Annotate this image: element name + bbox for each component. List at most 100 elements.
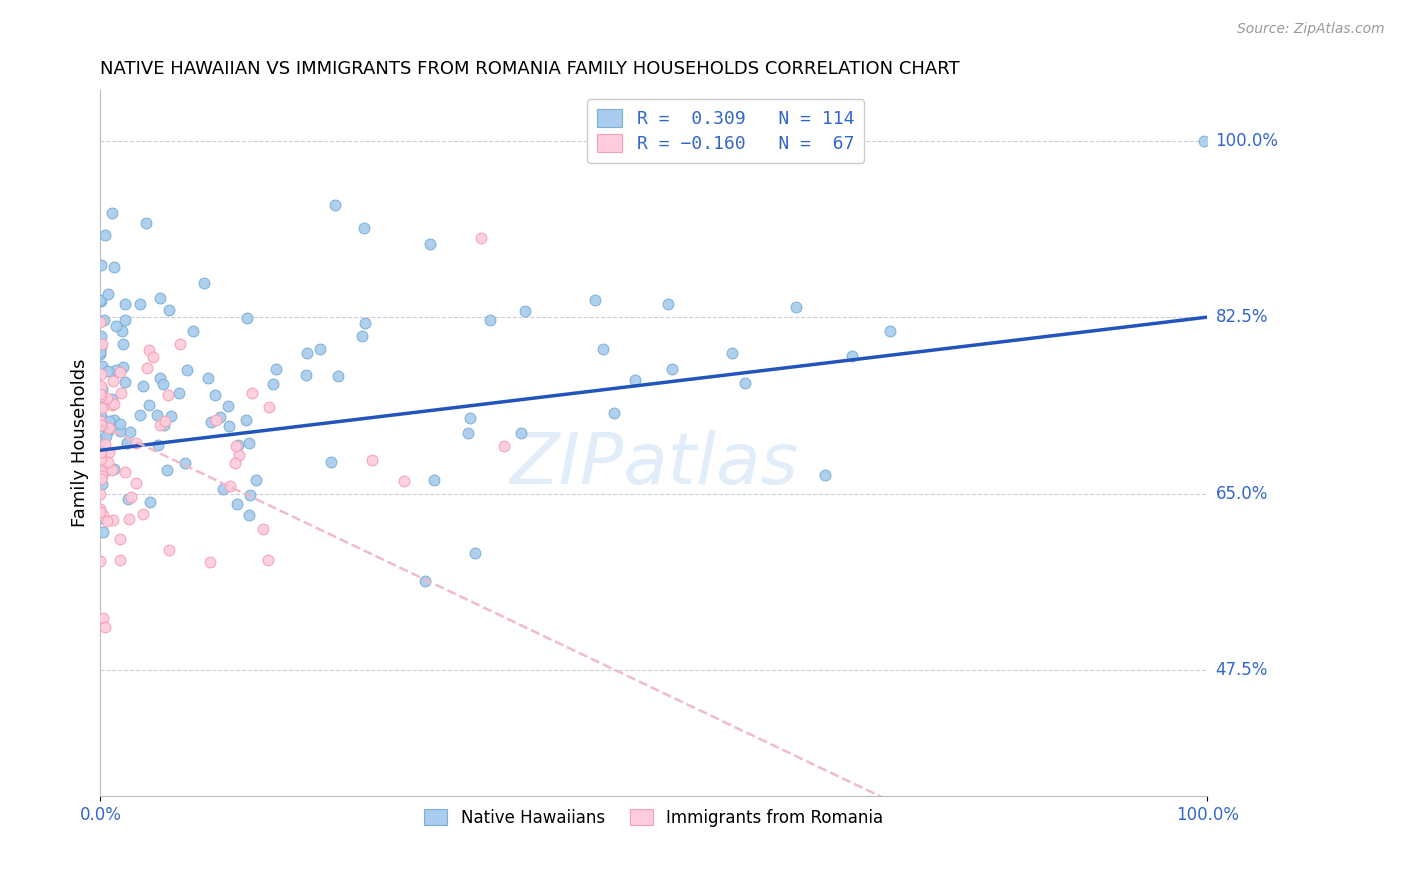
Point xyxy=(785,300,807,314)
Point xyxy=(89,502,111,516)
Point xyxy=(152,376,174,391)
Point xyxy=(94,437,117,451)
Point xyxy=(157,542,180,557)
Point xyxy=(583,293,606,307)
Point xyxy=(96,463,118,477)
Point xyxy=(90,258,112,272)
Point xyxy=(90,409,112,424)
Point xyxy=(90,401,112,415)
Point xyxy=(108,532,131,546)
Point xyxy=(225,497,247,511)
Point xyxy=(89,467,111,482)
Point xyxy=(224,456,246,470)
Point xyxy=(110,365,132,379)
Point xyxy=(90,468,112,483)
Point xyxy=(118,511,141,525)
Point xyxy=(115,435,138,450)
Point xyxy=(328,369,350,384)
Point xyxy=(423,473,446,487)
Text: ZIPatlas: ZIPatlas xyxy=(509,430,799,499)
Point xyxy=(97,364,120,378)
Point xyxy=(96,391,118,405)
Point xyxy=(89,417,111,432)
Point xyxy=(262,376,284,391)
Point xyxy=(114,297,136,311)
Point xyxy=(156,463,179,477)
Point xyxy=(132,378,155,392)
Point xyxy=(90,329,112,343)
Point xyxy=(89,346,111,360)
Point xyxy=(623,373,645,387)
Point xyxy=(235,413,257,427)
Point xyxy=(120,425,142,439)
Point xyxy=(219,479,242,493)
Point xyxy=(89,386,111,401)
Text: 65.0%: 65.0% xyxy=(1216,484,1268,502)
Point xyxy=(509,425,531,440)
Point xyxy=(197,371,219,385)
Point xyxy=(100,392,122,407)
Point xyxy=(135,216,157,230)
Point xyxy=(135,361,157,376)
Point xyxy=(101,398,124,412)
Point xyxy=(129,408,152,422)
Point xyxy=(169,336,191,351)
Point xyxy=(661,362,683,376)
Point xyxy=(90,450,112,464)
Point xyxy=(89,554,111,568)
Point xyxy=(94,429,117,443)
Legend: Native Hawaiians, Immigrants from Romania: Native Hawaiians, Immigrants from Romani… xyxy=(418,802,890,834)
Point xyxy=(97,414,120,428)
Point xyxy=(114,313,136,327)
Point xyxy=(90,413,112,427)
Point xyxy=(98,445,121,459)
Point xyxy=(103,375,125,389)
Point xyxy=(131,507,153,521)
Point xyxy=(238,508,260,523)
Point xyxy=(104,363,127,377)
Point xyxy=(319,455,342,469)
Point xyxy=(212,482,235,496)
Point xyxy=(93,395,115,409)
Point xyxy=(91,611,114,625)
Point xyxy=(90,417,112,432)
Point xyxy=(93,312,115,326)
Point xyxy=(89,345,111,359)
Point xyxy=(176,362,198,376)
Point xyxy=(205,413,228,427)
Point xyxy=(157,302,180,317)
Point xyxy=(101,206,124,220)
Point xyxy=(160,409,183,423)
Point xyxy=(361,453,384,467)
Point xyxy=(413,574,436,588)
Point xyxy=(149,370,172,384)
Point xyxy=(181,324,204,338)
Point xyxy=(354,316,377,330)
Point xyxy=(93,228,115,243)
Point xyxy=(89,315,111,329)
Point xyxy=(240,385,263,400)
Point xyxy=(228,449,250,463)
Point xyxy=(167,385,190,400)
Point xyxy=(114,465,136,479)
Point xyxy=(103,513,125,527)
Text: 100.0%: 100.0% xyxy=(1216,132,1278,150)
Point xyxy=(125,475,148,490)
Point xyxy=(879,324,901,338)
Point xyxy=(239,488,262,502)
Point xyxy=(470,230,492,244)
Point xyxy=(350,329,373,343)
Point xyxy=(91,508,114,523)
Point xyxy=(153,417,176,432)
Text: 47.5%: 47.5% xyxy=(1216,661,1268,679)
Point xyxy=(112,336,135,351)
Point xyxy=(419,236,441,251)
Point xyxy=(457,426,479,441)
Text: 82.5%: 82.5% xyxy=(1216,308,1268,326)
Point xyxy=(105,318,128,333)
Point xyxy=(111,324,134,338)
Point xyxy=(117,491,139,506)
Point xyxy=(112,359,135,374)
Point xyxy=(295,345,318,359)
Point xyxy=(734,376,756,391)
